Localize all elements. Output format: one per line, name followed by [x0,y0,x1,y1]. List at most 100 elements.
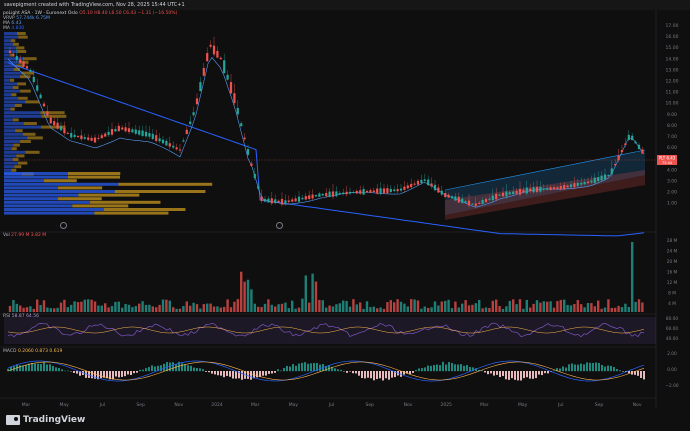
volume-profile-bar [12,118,19,122]
candle-body [246,149,250,155]
volume-profile-bar [23,122,37,125]
volume-profile-bar [4,211,95,215]
volume-bar [420,308,423,312]
candle-body [389,188,392,193]
ma-fast-label[interactable]: MA [3,21,10,26]
candle-body [457,196,460,203]
candle-body [260,196,263,201]
macd-histogram-bar [34,363,36,372]
volume-bar [321,300,324,312]
volume-tick-label: 4 M [668,301,676,307]
macd-histogram-bar [544,371,546,374]
macd-tick-label: 0.00 [667,367,677,373]
volume-bar [423,306,426,312]
volume-profile-bar [16,46,25,50]
macd-histogram-bar [577,364,579,372]
macd-histogram-bar [616,369,618,372]
ma-slow-line [7,62,645,237]
macd-histogram-bar [163,363,165,372]
macd-histogram-bar [484,371,486,373]
volume-bar [464,300,467,312]
candle-body [148,132,151,137]
volume-bar [12,299,15,312]
volume-bar [471,304,474,312]
macd-histogram-bar [127,371,129,375]
vrvp-label[interactable]: VRVP [3,16,15,21]
macd-histogram-bar [205,371,207,372]
volume-bar [593,306,596,312]
price-tick-label: 13.00 [666,67,679,73]
ma-slow-label[interactable]: MA [3,26,10,31]
macd-histogram-bar [145,368,147,372]
macd-histogram-bar [148,367,150,372]
candle-body [59,126,63,131]
candle-body [141,130,144,136]
volume-profile-bar [22,132,36,136]
current-price-sub: 73:44 [662,161,673,165]
volume-profile-bar [4,161,18,165]
macd-histogram-bar [499,371,501,378]
price-chart[interactable]: 17.00 16.00 15.00 14.00 13.00 12.00 11.00 10.00… [0,10,690,408]
candle-body [522,189,525,193]
volume-profile-bar [10,78,15,82]
macd-histogram-bar [463,365,465,372]
macd-histogram-bar [514,371,516,380]
macd-histogram-bar [91,371,93,379]
volume-bar [240,271,243,312]
candle-body [263,198,267,202]
volume-bar [532,303,535,312]
volume-tick-label: 16 M [667,270,678,276]
event-marker-icon[interactable] [276,222,283,229]
volume-profile-bar [17,82,26,86]
macd-histogram-bar [358,371,360,376]
volume-bar [631,242,634,312]
macd-histogram-bar [469,366,471,372]
candle-body [46,111,49,116]
candle-body [386,188,389,194]
macd-histogram-bar [199,368,201,372]
volume-bar [583,307,586,312]
event-marker-icon[interactable] [60,222,67,229]
macd-histogram-bar [559,368,561,372]
macd-histogram-bar [103,371,105,378]
volume-profile-bar [4,32,18,35]
time-tick-label: Nov [404,402,413,408]
candle-body [586,181,590,184]
candle-body [331,191,335,197]
volume-bar [607,299,610,312]
volume-bar [15,303,18,312]
price-tick-label: 4.00 [667,167,677,173]
candle-body [291,199,294,202]
macd-histogram-bar [241,371,243,380]
candle-body [267,198,270,203]
volume-bar [508,300,511,312]
candle-body [97,137,100,139]
volume-bar [566,304,569,312]
macd-histogram-bar [532,371,534,379]
candle-body [199,82,202,92]
candle-body [240,123,243,127]
macd-histogram-bar [328,365,330,372]
rsi-label[interactable]: RSI [3,314,11,319]
candle-body [556,187,559,190]
macd-label[interactable]: MACD [3,349,17,354]
candle-body [481,199,484,204]
volume-bar [90,299,93,312]
candle-body [301,197,304,200]
volume-profile-bar [4,186,59,190]
volume-bar [8,305,12,312]
candle-body [403,186,406,190]
macd-histogram-bar [607,365,609,372]
volume-bar [563,299,566,312]
macd-histogram-bar [316,362,318,372]
volume-profile-bar [4,78,11,82]
volume-bar [403,303,406,312]
volume-profile-bar [4,86,13,89]
candle-body [342,192,345,194]
volume-bar [338,303,341,312]
volume-label[interactable]: Vol [3,233,10,238]
volume-profile-bar [18,96,28,100]
candle-body [53,121,56,126]
candle-body [121,127,124,130]
candle-body [382,188,386,194]
